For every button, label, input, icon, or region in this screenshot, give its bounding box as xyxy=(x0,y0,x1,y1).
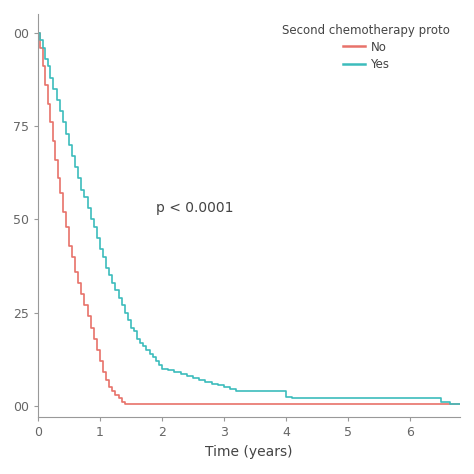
Legend: No, Yes: No, Yes xyxy=(279,20,454,74)
X-axis label: Time (years): Time (years) xyxy=(205,445,292,459)
Text: p < 0.0001: p < 0.0001 xyxy=(156,201,233,215)
